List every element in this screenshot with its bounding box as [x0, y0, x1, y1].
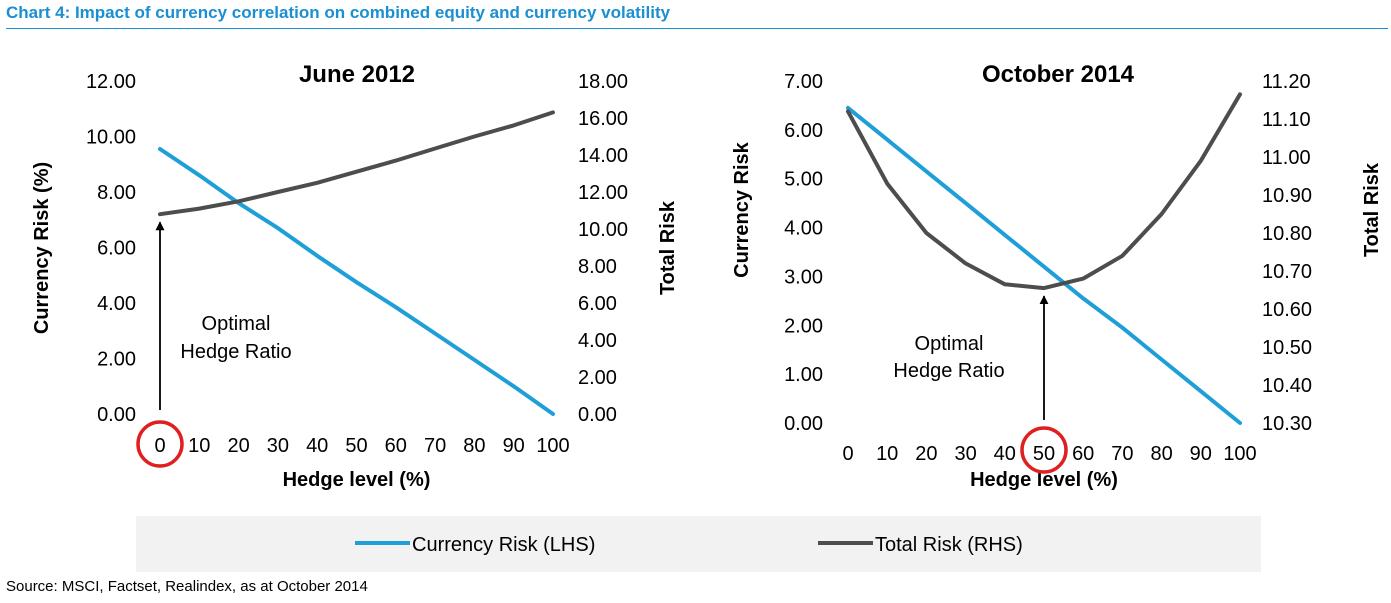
x-tick-label: 50: [345, 435, 367, 457]
y2-tick-label: 12.00: [578, 182, 628, 204]
x-axis-label: Hedge level (%): [283, 469, 431, 491]
x-tick-label: 0: [154, 435, 165, 457]
legend-box: [136, 516, 1261, 572]
y-tick-label: 7.00: [784, 71, 823, 93]
annotation-text: Hedge Ratio: [180, 341, 291, 363]
y2-tick-label: 18.00: [578, 71, 628, 93]
y2-tick-label: 4.00: [578, 330, 617, 352]
highlight-circle: [136, 420, 184, 468]
y2-tick-label: 11.00: [1262, 147, 1311, 169]
y-tick-label: 5.00: [784, 169, 823, 191]
currency-risk-line: [158, 147, 555, 416]
y2-tick-label: 8.00: [578, 256, 617, 278]
y2-tick-label: 10.70: [1262, 261, 1312, 283]
y-tick-label: 6.00: [97, 238, 136, 260]
y-axis-label: Currency Risk (%): [31, 162, 53, 334]
x-tick-label: 40: [994, 443, 1016, 465]
y2-tick-label: 11.20: [1262, 71, 1311, 93]
y-tick-label: 12.00: [86, 71, 136, 93]
y2-axis-label: Total Risk: [657, 200, 679, 295]
annotation-text: Optimal: [202, 313, 271, 335]
total-risk-line: [158, 110, 555, 217]
y-tick-label: 0.00: [97, 404, 136, 426]
y2-tick-label: 0.00: [578, 404, 617, 426]
legend-label: Currency Risk (LHS): [412, 534, 595, 556]
x-tick-label: 10: [876, 443, 898, 465]
x-tick-label: 50: [1033, 443, 1055, 465]
y2-tick-label: 11.10: [1262, 109, 1311, 131]
y2-tick-label: 10.50: [1262, 337, 1312, 359]
y-tick-label: 2.00: [784, 315, 823, 337]
y2-tick-label: 10.30: [1262, 413, 1312, 435]
y2-tick-label: 6.00: [578, 293, 617, 315]
x-tick-label: 20: [915, 443, 937, 465]
highlight-circle: [1020, 426, 1068, 474]
y2-axis-label: Total Risk: [1361, 162, 1383, 257]
y-tick-label: 10.00: [86, 127, 136, 149]
x-tick-label: 80: [1150, 443, 1172, 465]
x-tick-label: 0: [842, 443, 853, 465]
x-tick-label: 10: [188, 435, 210, 457]
x-tick-label: 20: [227, 435, 249, 457]
page-title: Chart 4: Impact of currency correlation …: [6, 3, 671, 22]
x-tick-label: 100: [1223, 443, 1256, 465]
chart-title: October 2014: [982, 61, 1135, 88]
y2-tick-label: 10.80: [1262, 223, 1312, 245]
chart-title: June 2012: [299, 61, 415, 88]
y-tick-label: 2.00: [97, 349, 136, 371]
currency-risk-line: [846, 105, 1242, 425]
y-tick-label: 3.00: [784, 266, 823, 288]
y2-tick-label: 10.00: [578, 219, 628, 241]
x-axis-label: Hedge level (%): [970, 469, 1118, 491]
y2-tick-label: 10.60: [1262, 299, 1312, 321]
legend-label: Total Risk (RHS): [875, 534, 1023, 556]
x-tick-label: 70: [424, 435, 446, 457]
annotation-text: Hedge Ratio: [893, 360, 1004, 382]
x-tick-label: 70: [1111, 443, 1133, 465]
y2-tick-label: 14.00: [578, 145, 628, 167]
x-tick-label: 100: [536, 435, 569, 457]
x-tick-label: 40: [306, 435, 328, 457]
x-tick-label: 30: [267, 435, 289, 457]
total-risk-line: [846, 92, 1242, 291]
x-tick-label: 60: [385, 435, 407, 457]
y-tick-label: 6.00: [784, 120, 823, 142]
y-axis-label: Currency Risk: [731, 141, 753, 277]
title-divider: [6, 28, 1388, 29]
y2-tick-label: 16.00: [578, 108, 628, 130]
x-tick-label: 60: [1072, 443, 1094, 465]
y2-tick-label: 10.90: [1262, 185, 1312, 207]
y2-tick-label: 10.40: [1262, 375, 1312, 397]
y2-tick-label: 2.00: [578, 367, 617, 389]
annotation-text: Optimal: [915, 333, 984, 355]
y-tick-label: 0.00: [784, 413, 823, 435]
y-tick-label: 8.00: [97, 182, 136, 204]
x-tick-label: 90: [503, 435, 525, 457]
y-tick-label: 4.00: [97, 293, 136, 315]
y-tick-label: 1.00: [784, 364, 823, 386]
x-tick-label: 90: [1190, 443, 1212, 465]
x-tick-label: 30: [954, 443, 976, 465]
x-tick-label: 80: [463, 435, 485, 457]
source-note: Source: MSCI, Factset, Realindex, as at …: [6, 578, 368, 595]
y-tick-label: 4.00: [784, 218, 823, 240]
